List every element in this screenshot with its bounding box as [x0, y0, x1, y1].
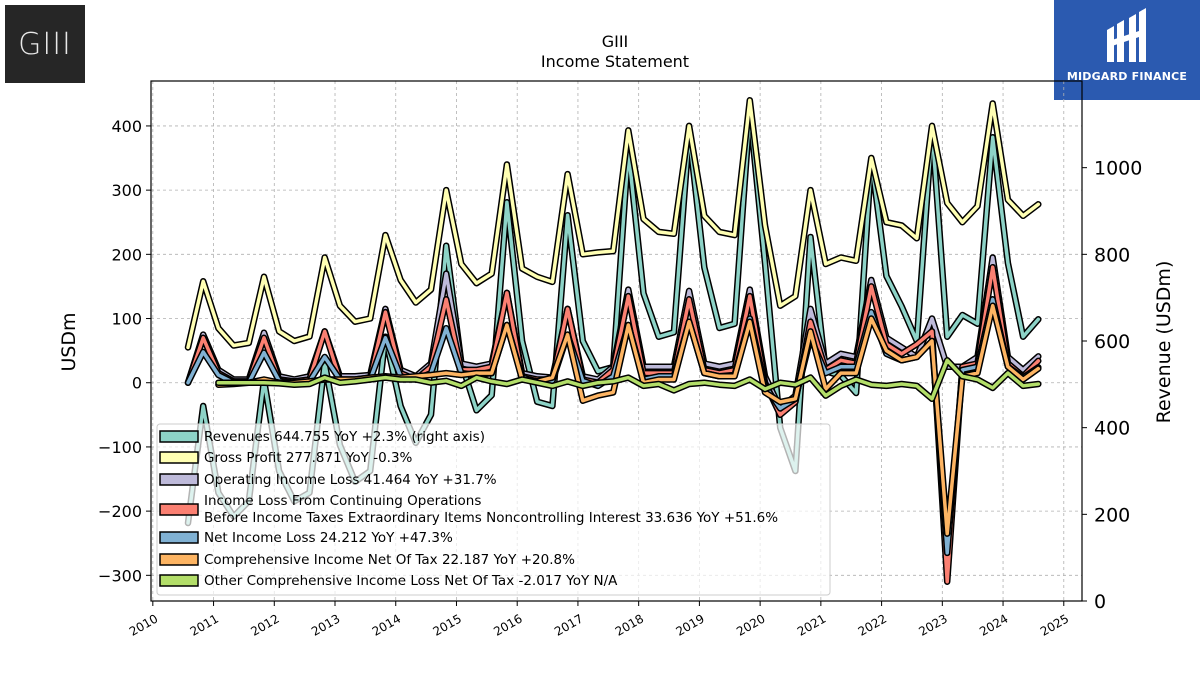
x-tick-label: 2020: [734, 611, 767, 638]
x-tick-label: 2018: [613, 611, 646, 638]
legend: Revenues 644.755 YoY +2.3% (right axis) G…: [156, 423, 831, 596]
y-tick-label: 200: [111, 245, 142, 264]
legend-label: Net Income Loss 24.212 YoY +47.3%: [204, 530, 453, 546]
x-tick-label: 2012: [248, 611, 281, 638]
y-right-tick-label: 0: [1094, 591, 1106, 613]
legend-swatch: [159, 473, 199, 486]
y-right-tick-label: 200: [1094, 504, 1130, 526]
chart-title: GIII: [602, 32, 629, 51]
midgard-finance-logo: MIDGARD FINANCE: [1054, 0, 1200, 100]
y-tick-label: 100: [111, 310, 142, 329]
y-right-tick-label: 800: [1094, 244, 1130, 266]
y-tick-label: 300: [111, 181, 142, 200]
legend-swatch: [159, 531, 199, 544]
x-tick-label: 2014: [370, 611, 403, 638]
series-stroke: [186, 98, 1041, 350]
legend-label: Gross Profit 277.871 YoY -0.3%: [204, 450, 413, 466]
x-tick-label: 2021: [795, 611, 828, 638]
legend-label: Income Loss From Continuing Operations Be…: [204, 493, 778, 526]
series-line-2: [184, 97, 1042, 351]
chart-subtitle: Income Statement: [541, 52, 689, 71]
legend-swatch: [159, 451, 199, 464]
y-tick-label: −100: [98, 438, 142, 457]
y-right-tick-label: 1000: [1094, 158, 1142, 180]
y-right-tick-label: 600: [1094, 331, 1130, 353]
x-tick-label: 2015: [431, 611, 464, 638]
x-tick-label: 2011: [188, 611, 221, 638]
y-right-tick-label: 400: [1094, 418, 1130, 440]
legend-swatch: [159, 553, 199, 566]
series-line-7: [215, 357, 1042, 403]
x-tick-label: 2017: [552, 611, 585, 638]
giii-logo: GIII: [5, 5, 85, 83]
axis-ticks: −300 −200 −100 0 100 200 300 400 0 200 400 600 800 10…: [98, 117, 1142, 639]
y-tick-label: 0: [132, 374, 142, 393]
x-tick-label: 2022: [856, 611, 889, 638]
legend-swatch: [159, 574, 199, 587]
y-tick-label: 400: [111, 117, 142, 136]
plot-series: [184, 97, 1042, 585]
x-tick-label: 2013: [309, 611, 342, 638]
legend-swatch: [159, 503, 199, 516]
legend-box: [156, 423, 831, 596]
legend-label: Revenues 644.755 YoY +2.3% (right axis): [204, 429, 485, 445]
x-tick-label: 2025: [1038, 611, 1071, 638]
legend-label: Comprehensive Income Net Of Tax 22.187 Y…: [204, 552, 575, 568]
midgard-finance-logo-text: MIDGARD FINANCE: [1066, 70, 1188, 83]
x-tick-label: 2010: [127, 611, 160, 638]
series-stroke: [216, 358, 1041, 401]
y-axis-right-label: Revenue (USDm): [1153, 261, 1175, 424]
legend-label: Operating Income Loss 41.464 YoY +31.7%: [204, 472, 497, 488]
y-tick-label: −200: [98, 502, 142, 521]
midgard-emblem-icon: [1107, 8, 1146, 62]
plot-frame: [150, 80, 1083, 602]
giii-logo-text: GIII: [18, 26, 72, 62]
x-tick-label: 2016: [491, 611, 524, 638]
y-axis-left-label: USDm: [58, 312, 80, 371]
legend-label: Other Comprehensive Income Loss Net Of T…: [204, 573, 618, 589]
y-tick-label: −300: [98, 566, 142, 585]
x-tick-label: 2024: [977, 611, 1010, 638]
x-tick-label: 2023: [916, 611, 949, 638]
x-tick-label: 2019: [673, 611, 706, 638]
legend-swatch: [159, 430, 199, 443]
